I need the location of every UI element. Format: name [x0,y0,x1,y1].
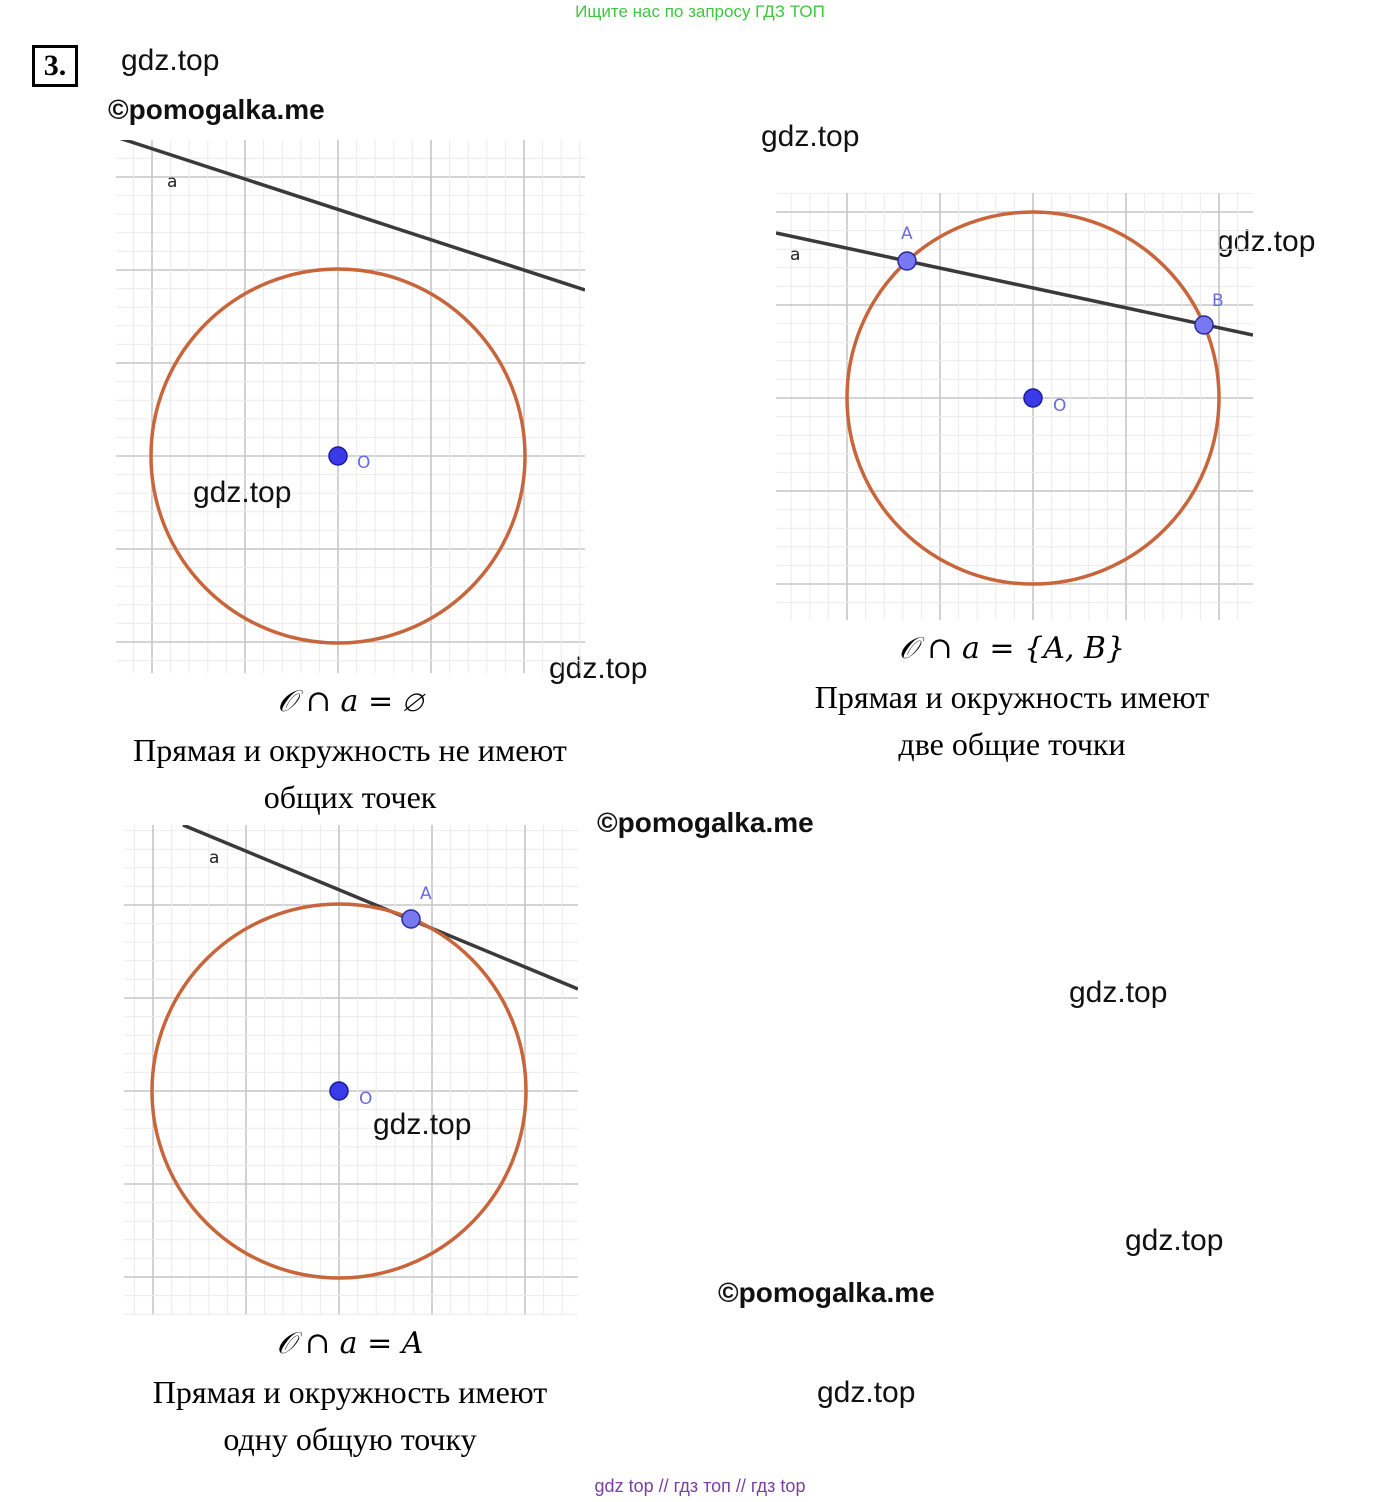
watermark-pomogalka: ©pomogalka.me [718,1277,935,1308]
line-label-a: a [209,848,219,868]
caption-line: Прямая и окружность имеют [814,679,1210,715]
tangent-point-a [401,909,421,929]
grid [124,825,578,1315]
line-label-a: a [167,172,177,192]
watermark-pomogalka: ©pomogalka.me [108,94,325,125]
caption-two-common-points: Прямая и окружность имеют две общие точк… [752,674,1272,768]
line-label-a: a [790,245,800,265]
formula-two-common-points: 𝒪 ∩ a = {A, B} [898,631,1126,666]
watermark-gdz: gdz.top [373,1108,472,1141]
watermark-gdz: gdz.top [1069,976,1168,1009]
formula-one-common-point: 𝒪 ∩ a = A [276,1326,424,1361]
caption-line: Прямая и окружность не имеют [133,732,567,768]
figure-one-common-point: a O A [124,825,578,1315]
watermark-gdz: gdz.top [549,652,648,685]
line-a [776,231,1253,337]
caption-line: Прямая и окружность имеют [152,1374,548,1410]
center-point-o [1023,388,1043,408]
circle-o [149,267,527,645]
center-point-o [328,446,348,466]
caption-line: одну общую точку [223,1421,477,1457]
circle-o [150,902,528,1280]
circle-o [845,210,1221,586]
center-label-o: O [359,1089,372,1109]
watermark-pomogalka: ©pomogalka.me [597,807,814,838]
formula-no-common-points: 𝒪 ∩ a = ∅ [277,684,423,719]
intersection-point-b [1194,315,1214,335]
watermark-gdz: gdz.top [817,1376,916,1409]
caption-line: две общие точки [898,726,1126,762]
point-label-b: B [1212,291,1224,311]
watermark-gdz: gdz.top [121,44,220,77]
point-label-a: A [901,224,913,244]
caption-no-common-points: Прямая и окружность не имеют общих точек [90,727,610,821]
watermark-gdz: gdz.top [761,120,860,153]
footer-links: gdz top // гдз топ // гдз top [594,1476,806,1496]
grid [116,140,585,673]
line-a [119,140,585,292]
figure-no-common-points: a O [116,140,585,673]
caption-one-common-point: Прямая и окружность имеют одну общую точ… [90,1369,610,1463]
center-label-o: O [357,453,370,473]
search-hint: Ищите нас по запросу ГДЗ ТОП [575,2,825,21]
watermark-gdz: gdz.top [193,476,292,509]
intersection-point-a [897,251,917,271]
center-point-o [329,1081,349,1101]
caption-line: общих точек [263,779,437,815]
watermark-gdz: gdz.top [1125,1224,1224,1257]
task-number: 3. [32,45,78,87]
grid [776,193,1253,620]
figure-two-common-points: a O A B [776,193,1253,620]
center-label-o: O [1053,396,1066,416]
point-label-a: A [420,884,432,904]
